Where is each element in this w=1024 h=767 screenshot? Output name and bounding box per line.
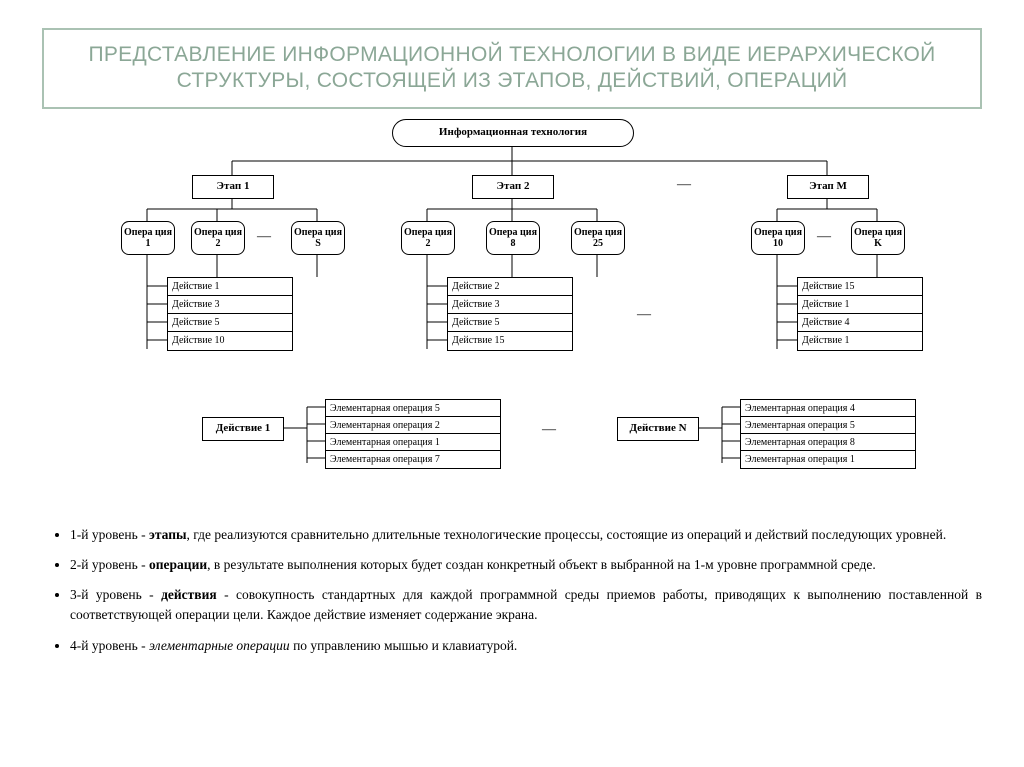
ellipsis-icon: — bbox=[257, 229, 271, 245]
op-node: Опера ция 8 bbox=[486, 221, 540, 255]
op-node: Опера ция 2 bbox=[401, 221, 455, 255]
stage-node: Этап M bbox=[787, 175, 869, 199]
bullet-prefix: 1-й уровень - bbox=[70, 527, 149, 542]
hierarchy-diagram: Информационная технология Этап 1 Этап 2 … bbox=[57, 117, 967, 517]
bottom-action-node: Действие N bbox=[617, 417, 699, 441]
stage-node: Этап 1 bbox=[192, 175, 274, 199]
title-frame: ПРЕДСТАВЛЕНИЕ ИНФОРМАЦИОННОЙ ТЕХНОЛОГИИ … bbox=[42, 28, 982, 109]
action-node: Действие 3 bbox=[447, 295, 573, 315]
list-item: 4-й уровень - элементарные операции по у… bbox=[70, 636, 982, 656]
list-item: 1-й уровень - этапы, где реализуются сра… bbox=[70, 525, 982, 545]
ellipsis-icon: — bbox=[637, 307, 651, 323]
action-node: Действие 5 bbox=[167, 313, 293, 333]
elem-op-node: Элементарная операция 7 bbox=[325, 450, 501, 469]
bullet-em: операции bbox=[149, 557, 207, 572]
elem-op-node: Элементарная операция 1 bbox=[740, 450, 916, 469]
slide-page: ПРЕДСТАВЛЕНИЕ ИНФОРМАЦИОННОЙ ТЕХНОЛОГИИ … bbox=[0, 0, 1024, 767]
stage-node: Этап 2 bbox=[472, 175, 554, 199]
action-node: Действие 15 bbox=[447, 331, 573, 351]
action-node: Действие 4 bbox=[797, 313, 923, 333]
page-title: ПРЕДСТАВЛЕНИЕ ИНФОРМАЦИОННОЙ ТЕХНОЛОГИИ … bbox=[68, 42, 956, 95]
action-node: Действие 15 bbox=[797, 277, 923, 297]
action-node: Действие 2 bbox=[447, 277, 573, 297]
bullet-em: элементарные операции bbox=[149, 638, 290, 653]
op-node: Опера ция 2 bbox=[191, 221, 245, 255]
action-node: Действие 1 bbox=[167, 277, 293, 297]
action-node: Действие 3 bbox=[167, 295, 293, 315]
op-node: Опера ция 10 bbox=[751, 221, 805, 255]
ellipsis-icon: — bbox=[677, 177, 691, 193]
bullet-rest: , в результате выполнения которых будет … bbox=[207, 557, 876, 572]
list-item: 2-й уровень - операции, в результате вып… bbox=[70, 555, 982, 575]
bullet-prefix: 2-й уровень - bbox=[70, 557, 149, 572]
bullet-rest: по управлению мышью и клавиатурой. bbox=[290, 638, 518, 653]
list-item: 3-й уровень - действия - совокупность ст… bbox=[70, 585, 982, 626]
ellipsis-icon: — bbox=[542, 422, 556, 438]
root-node: Информационная технология bbox=[392, 119, 634, 147]
level-descriptions: 1-й уровень - этапы, где реализуются сра… bbox=[42, 525, 982, 656]
bullet-em: действия bbox=[161, 587, 217, 602]
bullet-rest: , где реализуются сравнительно длительны… bbox=[187, 527, 947, 542]
action-node: Действие 5 bbox=[447, 313, 573, 333]
bottom-action-node: Действие 1 bbox=[202, 417, 284, 441]
op-node: Опера ция 25 bbox=[571, 221, 625, 255]
action-node: Действие 1 bbox=[797, 331, 923, 351]
action-node: Действие 1 bbox=[797, 295, 923, 315]
action-node: Действие 10 bbox=[167, 331, 293, 351]
op-node: Опера ция K bbox=[851, 221, 905, 255]
op-node: Опера ция 1 bbox=[121, 221, 175, 255]
bullet-prefix: 4-й уровень - bbox=[70, 638, 149, 653]
bullet-prefix: 3-й уровень - bbox=[70, 587, 161, 602]
op-node: Опера ция S bbox=[291, 221, 345, 255]
bullet-em: этапы bbox=[149, 527, 187, 542]
ellipsis-icon: — bbox=[817, 229, 831, 245]
